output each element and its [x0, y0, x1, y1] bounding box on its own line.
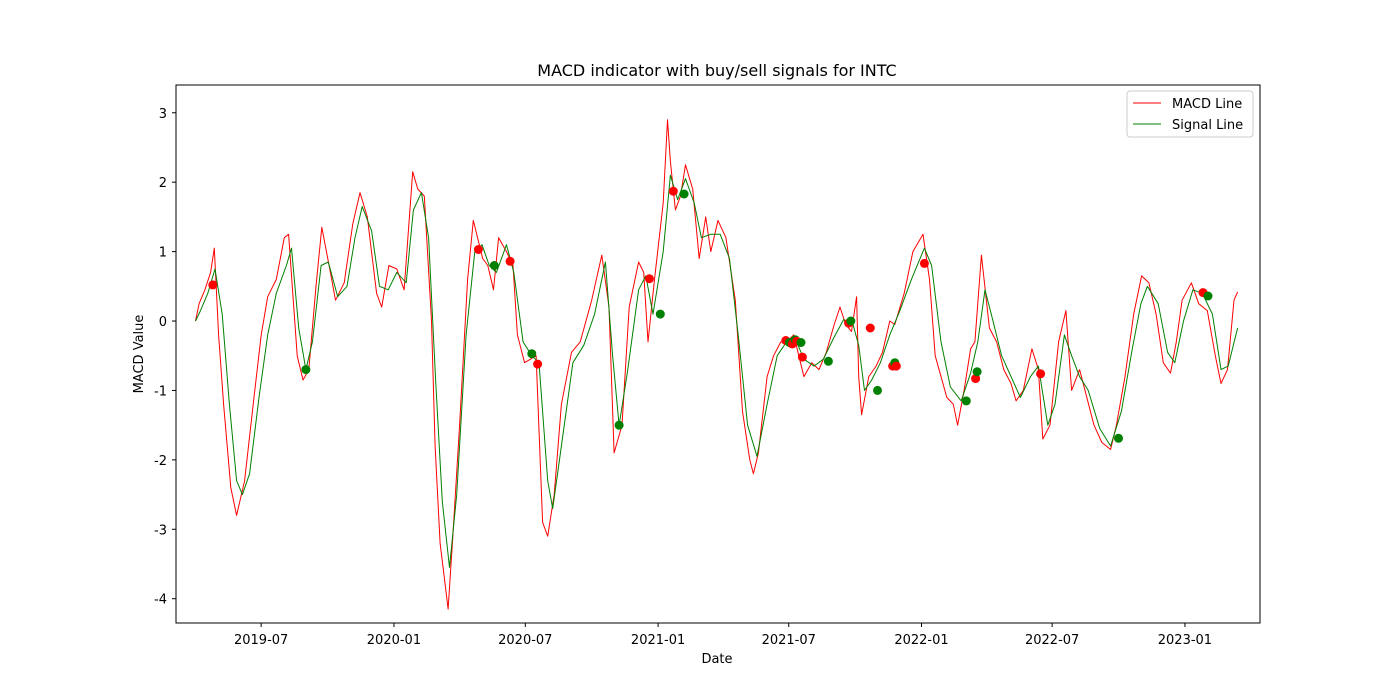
- buy-signal-marker: [527, 349, 537, 359]
- buy-signal-marker: [1203, 291, 1213, 301]
- legend-macd-label: MACD Line: [1172, 97, 1242, 112]
- lines-layer: [195, 119, 1239, 610]
- sell-signal-marker: [1036, 369, 1046, 379]
- y-tick-label: -3: [154, 523, 167, 538]
- legend-signal-label: Signal Line: [1172, 118, 1243, 133]
- x-tick-label: 2020-07: [498, 633, 552, 648]
- buy-signal-marker: [846, 316, 856, 326]
- buy-signal-marker: [796, 338, 806, 347]
- sell-signal-marker: [208, 280, 218, 290]
- macd-line: [195, 119, 1239, 610]
- buy-signal-marker: [655, 309, 665, 319]
- signal-markers: [208, 186, 1213, 443]
- y-tick-label: 3: [159, 107, 167, 122]
- buy-signal-marker: [1114, 433, 1123, 443]
- y-tick-label: -2: [154, 454, 167, 469]
- signal-line: [195, 174, 1239, 568]
- sell-signal-marker: [797, 352, 807, 362]
- x-tick-label: 2021-07: [762, 633, 816, 648]
- buy-signal-marker: [972, 367, 982, 377]
- y-tick-label: 2: [159, 176, 167, 191]
- buy-signal-marker: [961, 396, 971, 406]
- plot-frame: [175, 84, 1261, 624]
- x-tick-label: 2021-01: [631, 633, 685, 648]
- x-tick-label: 2019-07: [234, 633, 288, 648]
- x-tick-label: 2022-07: [1025, 633, 1079, 648]
- buy-signal-marker: [614, 420, 624, 430]
- y-tick-label: 0: [159, 315, 167, 330]
- buy-signal-marker: [679, 189, 689, 199]
- buy-signal-marker: [873, 385, 882, 395]
- x-axis-title: Date: [701, 652, 732, 667]
- x-tick-label: 2022-01: [894, 633, 948, 648]
- y-axis: 3 2 1 0 -1 -2 -3 -4: [154, 107, 176, 608]
- sell-signal-marker: [891, 361, 901, 371]
- y-axis-title: MACD Value: [132, 315, 147, 394]
- buy-signal-marker: [301, 365, 311, 375]
- sell-signal-marker: [533, 359, 543, 369]
- sell-signal-marker: [473, 245, 483, 254]
- buy-signal-marker: [823, 356, 833, 366]
- y-tick-label: -1: [154, 384, 167, 399]
- buy-signal-marker: [489, 261, 499, 270]
- sell-signal-marker: [865, 323, 875, 333]
- sell-signal-marker: [971, 374, 981, 384]
- x-tick-label: 2023-01: [1158, 633, 1212, 648]
- x-axis: 2019-07 2020-01 2020-07 2021-01 2021-07 2022-…: [234, 623, 1212, 648]
- sell-signal-marker: [919, 258, 929, 268]
- sell-signal-marker: [668, 186, 678, 196]
- chart-title: MACD indicator with buy/sell signals for…: [537, 61, 896, 80]
- x-tick-label: 2020-01: [367, 633, 421, 648]
- y-tick-label: 1: [159, 246, 167, 261]
- y-tick-label: -4: [154, 593, 167, 608]
- sell-signal-marker: [644, 274, 654, 284]
- legend: MACD Line Signal Line: [1126, 90, 1254, 138]
- sell-signal-marker: [505, 256, 515, 266]
